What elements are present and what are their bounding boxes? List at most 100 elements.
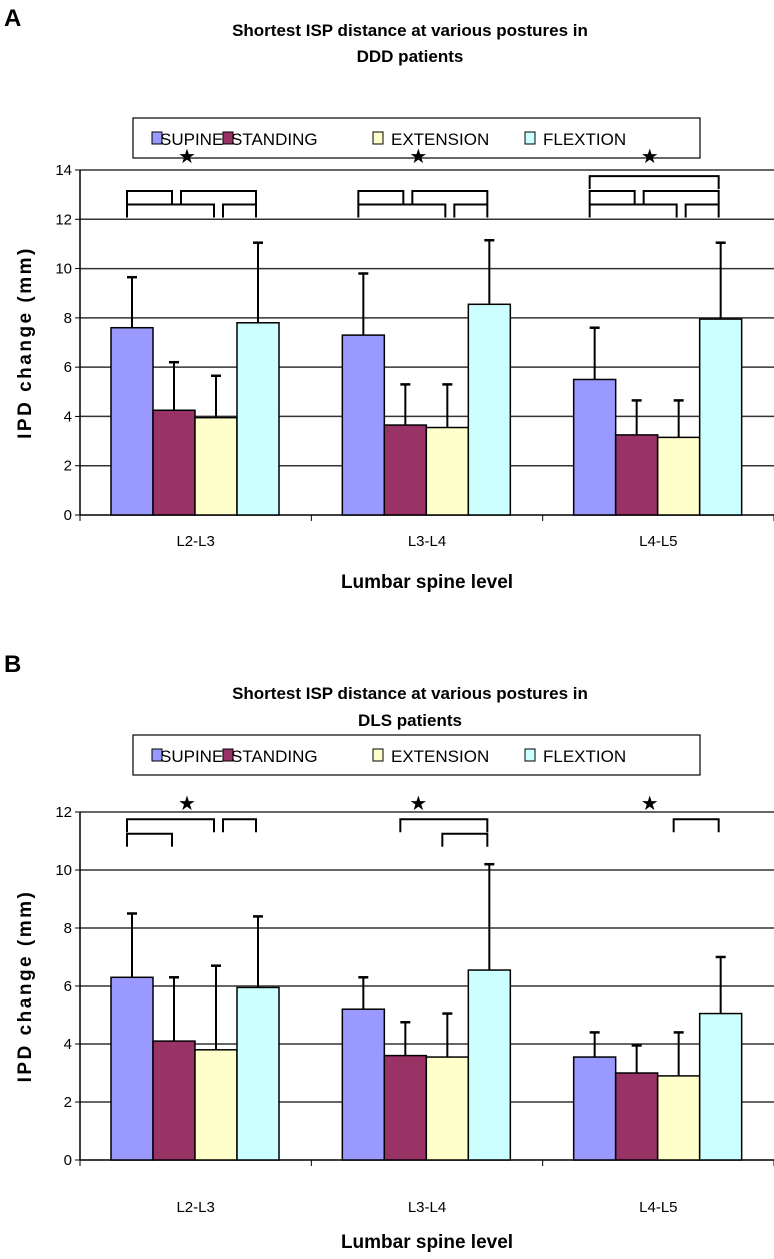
legend: SUPINE STANDING EXTENSION FLEXTION bbox=[132, 117, 701, 159]
bar-flextion-L4-L5 bbox=[698, 1012, 743, 1161]
bar-standing-L3-L4 bbox=[383, 1054, 428, 1161]
legend-swatch bbox=[524, 748, 536, 762]
significance-bracket bbox=[642, 189, 720, 204]
significance-bracket bbox=[411, 189, 489, 204]
bar-flextion-L4-L5 bbox=[698, 318, 743, 516]
panel-letter: B bbox=[4, 651, 21, 678]
bar-supine-L4-L5 bbox=[572, 378, 617, 516]
chart-title-line2: DDD patients bbox=[357, 47, 464, 66]
significance-bracket bbox=[588, 175, 720, 190]
significance-star: ★ bbox=[178, 146, 196, 168]
bar-standing-L4-L5 bbox=[614, 434, 659, 516]
bar-supine-L4-L5 bbox=[572, 1056, 617, 1161]
y-tick-label: 2 bbox=[64, 458, 72, 475]
significance-bracket bbox=[126, 189, 173, 204]
bar-supine-L3-L4 bbox=[341, 334, 386, 516]
y-tick-label: 10 bbox=[55, 862, 72, 879]
bar-standing-L2-L3 bbox=[152, 409, 196, 516]
legend-swatch bbox=[151, 131, 163, 145]
chart-title: Shortest ISP distance at various posture… bbox=[232, 684, 588, 703]
significance-star: ★ bbox=[178, 793, 196, 815]
bar-standing-L4-L5 bbox=[614, 1072, 659, 1161]
legend-label: FLEXTION bbox=[543, 130, 626, 149]
y-axis-title: IPD change (mm) bbox=[15, 246, 36, 439]
legend-label: FLEXTION bbox=[543, 747, 626, 766]
bar-flextion-L2-L3 bbox=[236, 986, 280, 1161]
bar-extension-L2-L3 bbox=[194, 416, 238, 516]
bar-extension-L2-L3 bbox=[194, 1049, 238, 1161]
significance-bracket bbox=[222, 203, 257, 218]
legend-label: STANDING bbox=[231, 130, 318, 149]
panel-B: B Shortest ISP distance at various postur… bbox=[4, 651, 774, 1253]
x-axis-title: Lumbar spine level bbox=[341, 572, 513, 593]
significance-bracket bbox=[357, 189, 405, 204]
significance-bracket bbox=[684, 203, 720, 218]
significance-bracket bbox=[180, 189, 257, 204]
bar-standing-L3-L4 bbox=[383, 424, 428, 516]
y-tick-label: 0 bbox=[64, 507, 72, 524]
legend-swatch bbox=[372, 131, 384, 145]
y-tick-label: 8 bbox=[64, 920, 72, 937]
y-tick-label: 8 bbox=[64, 310, 72, 327]
bar-supine-L2-L3 bbox=[110, 976, 154, 1161]
x-tick-label: L3-L4 bbox=[408, 1199, 446, 1216]
significance-bracket bbox=[588, 189, 636, 204]
y-tick-label: 12 bbox=[55, 804, 72, 821]
panel-letter: A bbox=[4, 5, 21, 32]
significance-bracket bbox=[672, 818, 720, 833]
x-axis-title: Lumbar spine level bbox=[341, 1232, 513, 1253]
y-tick-label: 6 bbox=[64, 359, 72, 376]
x-tick-label: L2-L3 bbox=[176, 1199, 214, 1216]
y-axis-title: IPD change (mm) bbox=[15, 890, 36, 1083]
y-tick-label: 4 bbox=[64, 1036, 72, 1053]
legend-label: SUPINE bbox=[160, 130, 223, 149]
bar-flextion-L3-L4 bbox=[467, 303, 512, 516]
significance-star: ★ bbox=[409, 146, 427, 168]
y-tick-label: 12 bbox=[55, 211, 72, 228]
significance-bracket bbox=[453, 203, 489, 218]
x-tick-label: L4-L5 bbox=[639, 533, 677, 550]
significance-bracket bbox=[126, 832, 173, 847]
significance-bracket bbox=[399, 818, 489, 833]
chart-title: Shortest ISP distance at various posture… bbox=[232, 21, 588, 40]
y-tick-label: 10 bbox=[55, 261, 72, 278]
significance-bracket bbox=[441, 832, 489, 847]
bar-supine-L2-L3 bbox=[110, 326, 154, 516]
bar-standing-L2-L3 bbox=[152, 1040, 196, 1161]
bar-supine-L3-L4 bbox=[341, 1008, 386, 1161]
significance-bracket bbox=[357, 203, 447, 218]
y-tick-label: 0 bbox=[64, 1152, 72, 1169]
legend-label: EXTENSION bbox=[391, 747, 489, 766]
bar-extension-L3-L4 bbox=[425, 1056, 470, 1161]
significance-star: ★ bbox=[641, 793, 659, 815]
legend-swatch bbox=[372, 748, 384, 762]
bar-flextion-L2-L3 bbox=[236, 322, 280, 516]
x-tick-label: L4-L5 bbox=[639, 1199, 677, 1216]
significance-bracket bbox=[126, 818, 215, 833]
legend-swatch bbox=[151, 748, 163, 762]
legend-label: EXTENSION bbox=[391, 130, 489, 149]
chart-title-line2: DLS patients bbox=[358, 711, 462, 730]
bar-extension-L3-L4 bbox=[425, 426, 470, 516]
y-tick-label: 14 bbox=[55, 162, 72, 179]
bar-flextion-L3-L4 bbox=[467, 969, 512, 1161]
y-tick-label: 2 bbox=[64, 1094, 72, 1111]
significance-bracket bbox=[126, 203, 215, 218]
legend-swatch bbox=[222, 748, 234, 762]
panel-A: A Shortest ISP distance at various postur… bbox=[4, 5, 774, 593]
x-tick-label: L3-L4 bbox=[408, 533, 446, 550]
legend-box bbox=[132, 734, 701, 776]
legend-swatch bbox=[524, 131, 536, 145]
significance-bracket bbox=[222, 818, 257, 833]
bar-extension-L4-L5 bbox=[656, 1075, 701, 1161]
legend-label: SUPINE bbox=[160, 747, 223, 766]
significance-star: ★ bbox=[641, 146, 659, 168]
y-tick-label: 6 bbox=[64, 978, 72, 995]
bar-extension-L4-L5 bbox=[656, 436, 701, 516]
legend-label: STANDING bbox=[231, 747, 318, 766]
y-tick-label: 4 bbox=[64, 408, 72, 425]
legend: SUPINE STANDING EXTENSION FLEXTION bbox=[132, 734, 701, 776]
significance-bracket bbox=[588, 203, 678, 218]
significance-star: ★ bbox=[409, 793, 427, 815]
